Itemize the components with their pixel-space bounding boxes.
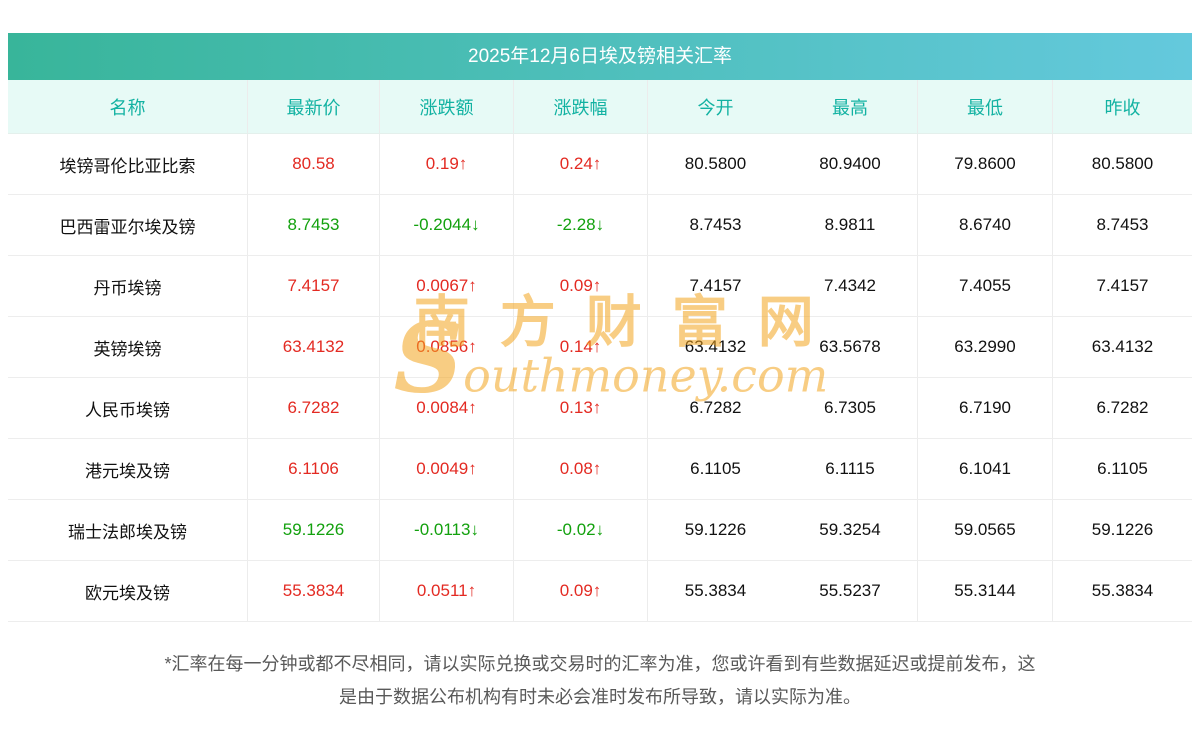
currency-pair-name: 人民币埃镑 (8, 378, 248, 438)
table-row: 欧元埃及镑 55.3834 0.0511↑ 0.09↑ 55.3834 55.5… (8, 561, 1192, 622)
change-percent: -2.28↓ (514, 195, 648, 255)
low-price: 79.8600 (918, 134, 1053, 194)
latest-price: 63.4132 (248, 317, 380, 377)
change-amount: 0.0511↑ (380, 561, 514, 621)
header-latest: 最新价 (248, 80, 380, 133)
low-price: 8.6740 (918, 195, 1053, 255)
prev-close-price: 80.5800 (1091, 154, 1154, 173)
high-price: 6.1115 (783, 439, 918, 499)
header-high: 最高 (783, 80, 918, 133)
currency-pair-name: 港元埃及镑 (8, 439, 248, 499)
change-percent: 0.13↑ (514, 378, 648, 438)
high-price: 63.5678 (783, 317, 918, 377)
currency-pair-name: 英镑埃镑 (8, 317, 248, 377)
table-row: 巴西雷亚尔埃及镑 8.7453 -0.2044↓ -2.28↓ 8.7453 8… (8, 195, 1192, 256)
latest-price: 6.1106 (248, 439, 380, 499)
change-amount: 0.19↑ (380, 134, 514, 194)
prev-close-price: 63.4132 (1091, 337, 1154, 356)
table-row: 港元埃及镑 6.1106 0.0049↑ 0.08↑ 6.1105 6.1115… (8, 439, 1192, 500)
open-price: 6.7282 (689, 398, 742, 417)
change-amount: -0.2044↓ (380, 195, 514, 255)
low-price: 6.1041 (918, 439, 1053, 499)
change-amount: 0.0049↑ (380, 439, 514, 499)
disclaimer-line-1: *汇率在每一分钟或都不尽相同，请以实际兑换或交易时的汇率为准，您或许看到有些数据… (164, 654, 1036, 674)
open-price: 6.1105 (690, 459, 741, 478)
low-price: 63.2990 (918, 317, 1053, 377)
latest-price: 7.4157 (248, 256, 380, 316)
page-title: 2025年12月6日埃及镑相关汇率 (8, 33, 1192, 80)
low-price: 59.0565 (918, 500, 1053, 560)
header-prev-close: 昨收 (1104, 97, 1141, 118)
change-percent: 0.08↑ (514, 439, 648, 499)
currency-pair-name: 丹币埃镑 (8, 256, 248, 316)
currency-pair-name: 欧元埃及镑 (8, 561, 248, 621)
high-price: 55.5237 (783, 561, 918, 621)
prev-close-price: 8.7453 (1096, 215, 1149, 234)
change-amount: -0.0113↓ (380, 500, 514, 560)
disclaimer-line-2: 是由于数据公布机构有时未必会准时发布所导致，请以实际为准。 (339, 687, 861, 707)
change-percent: 0.24↑ (514, 134, 648, 194)
latest-price: 6.7282 (248, 378, 380, 438)
currency-pair-name: 巴西雷亚尔埃及镑 (8, 195, 248, 255)
table-header-row: 名称 最新价 涨跌额 涨跌幅 今开 最高 最低 昨收 (8, 80, 1192, 134)
table-row: 瑞士法郎埃及镑 59.1226 -0.0113↓ -0.02↓ 59.1226 … (8, 500, 1192, 561)
change-percent: -0.02↓ (514, 500, 648, 560)
change-percent: 0.14↑ (514, 317, 648, 377)
open-price: 63.4132 (684, 337, 747, 356)
prev-close-price: 6.7282 (1096, 398, 1149, 417)
open-price: 8.7453 (689, 215, 742, 234)
table-body: 埃镑哥伦比亚比索 80.58 0.19↑ 0.24↑ 80.5800 80.94… (8, 134, 1192, 622)
high-price: 8.9811 (783, 195, 918, 255)
high-price: 80.9400 (783, 134, 918, 194)
table-row: 埃镑哥伦比亚比索 80.58 0.19↑ 0.24↑ 80.5800 80.94… (8, 134, 1192, 195)
open-price: 59.1226 (684, 520, 747, 539)
open-price: 55.3834 (684, 581, 747, 600)
low-price: 7.4055 (918, 256, 1053, 316)
change-percent: 0.09↑ (514, 256, 648, 316)
prev-close-price: 59.1226 (1091, 520, 1154, 539)
prev-close-price: 7.4157 (1096, 276, 1149, 295)
open-price: 80.5800 (684, 154, 747, 173)
table-row: 丹币埃镑 7.4157 0.0067↑ 0.09↑ 7.4157 7.4342 … (8, 256, 1192, 317)
low-price: 6.7190 (918, 378, 1053, 438)
currency-pair-name: 瑞士法郎埃及镑 (8, 500, 248, 560)
table-row: 英镑埃镑 63.4132 0.0856↑ 0.14↑ 63.4132 63.56… (8, 317, 1192, 378)
change-amount: 0.0084↑ (380, 378, 514, 438)
header-name: 名称 (8, 80, 248, 133)
header-low: 最低 (918, 80, 1053, 133)
currency-pair-name: 埃镑哥伦比亚比索 (8, 134, 248, 194)
high-price: 59.3254 (783, 500, 918, 560)
header-change-pct: 涨跌幅 (514, 80, 648, 133)
change-amount: 0.0856↑ (380, 317, 514, 377)
header-change: 涨跌额 (380, 80, 514, 133)
header-open: 今开 (697, 97, 734, 118)
open-price: 7.4157 (689, 276, 742, 295)
latest-price: 8.7453 (248, 195, 380, 255)
prev-close-price: 6.1105 (1097, 459, 1148, 478)
change-amount: 0.0067↑ (380, 256, 514, 316)
high-price: 7.4342 (783, 256, 918, 316)
disclaimer: *汇率在每一分钟或都不尽相同，请以实际兑换或交易时的汇率为准，您或许看到有些数据… (8, 648, 1192, 714)
latest-price: 59.1226 (248, 500, 380, 560)
high-price: 6.7305 (783, 378, 918, 438)
latest-price: 80.58 (248, 134, 380, 194)
change-percent: 0.09↑ (514, 561, 648, 621)
latest-price: 55.3834 (248, 561, 380, 621)
exchange-rate-table: 名称 最新价 涨跌额 涨跌幅 今开 最高 最低 昨收 埃镑哥伦比亚比索 80.5… (8, 80, 1192, 622)
table-row: 人民币埃镑 6.7282 0.0084↑ 0.13↑ 6.7282 6.7305… (8, 378, 1192, 439)
low-price: 55.3144 (918, 561, 1053, 621)
prev-close-price: 55.3834 (1091, 581, 1154, 600)
